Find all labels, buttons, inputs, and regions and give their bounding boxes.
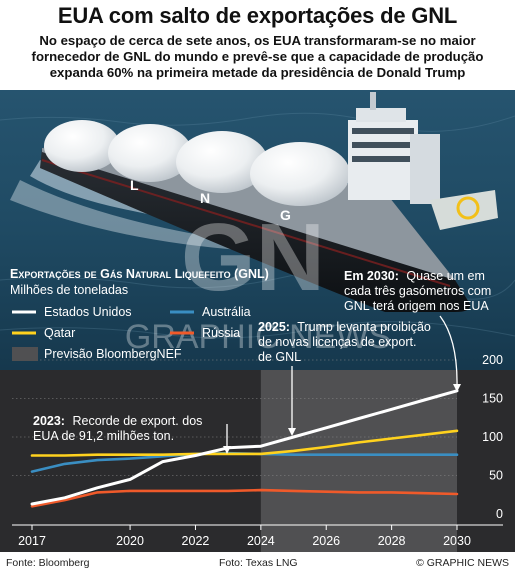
source-note: Fonte: Bloomberg [6, 557, 90, 569]
annotation-2030-line-1: Quase um em [406, 269, 485, 283]
legend-label-forecast: Previsão BloombergNEF [44, 347, 182, 361]
svg-text:Em 2030: Quase um em: Em 2030: Quase um em [344, 269, 485, 283]
legend-label-qatar: Qatar [44, 326, 75, 340]
legend: Estados Unidos Austrália Qatar Rússia Pr… [12, 305, 251, 361]
watermark-logo: GN [181, 204, 325, 311]
y-tick-label-0: 0 [496, 507, 503, 521]
annotation-2025: 2025: Trump levanta proibição de novas l… [258, 320, 431, 436]
x-tick-label-2028: 2028 [378, 534, 406, 548]
annotation-2023: 2023: Recorde de export. dos EUA de 91,2… [33, 414, 231, 454]
series-line-qatar [30, 429, 459, 457]
x-tick-label-2030: 2030 [443, 534, 471, 548]
legend-label-australia: Austrália [202, 305, 251, 319]
annotation-2030-leader [439, 315, 458, 389]
annotation-2025-arrowhead [288, 428, 296, 436]
svg-text:2023: Recorde de expor: 2023: Recorde de export. dos [33, 414, 202, 428]
copyright: © GRAPHIC NEWS [416, 557, 509, 569]
legend-item-qatar: Qatar [12, 326, 75, 340]
chart-units: Milhões de toneladas [10, 283, 128, 297]
x-tick-label-2017: 2017 [18, 534, 46, 548]
page-subtitle: No espaço de cerca de sete anos, os EUA … [31, 33, 484, 80]
watermark-text: GRAPHIC NEWS [125, 318, 391, 356]
legend-item-russia: Rússia [170, 326, 240, 340]
annotation-2030: Em 2030: Quase um em cada três gasómetro… [344, 269, 491, 392]
y-tick-label-100: 100 [482, 430, 503, 444]
x-tick-label-2022: 2022 [182, 534, 210, 548]
annotation-2025-year: 2025: [258, 320, 290, 334]
series-line-russia [30, 488, 459, 508]
annotation-2025-line-3: de GNL [258, 350, 301, 364]
x-tick-label-2024: 2024 [247, 534, 275, 548]
x-tick-label-2026: 2026 [312, 534, 340, 548]
photo-credit: Foto: Texas LNG [219, 557, 298, 569]
ship-letter-n: N [200, 190, 210, 206]
annotation-2030-line-2: cada três gasómetros com [344, 284, 491, 298]
page-title: EUA com salto de exportações de GNL [57, 3, 458, 28]
y-tick-label-50: 50 [489, 469, 503, 483]
legend-item-us: Estados Unidos [12, 305, 132, 319]
y-tick-label-200: 200 [482, 353, 503, 367]
annotation-2025-line-2: de novas licenças de export. [258, 335, 416, 349]
legend-item-australia: Austrália [170, 305, 251, 319]
y-tick-label-150: 150 [482, 392, 503, 406]
annotation-2030-year: Em 2030: [344, 269, 399, 283]
annotation-2023-arrowhead [223, 446, 231, 454]
annotation-2023-line-1: Recorde de export. dos [72, 414, 202, 428]
lng-ship-photo: L N G [0, 90, 515, 370]
series-line-estados-unidos [30, 389, 459, 506]
ship-letter-l: L [130, 177, 139, 193]
ship-letter-g: G [280, 207, 291, 223]
legend-item-forecast: Previsão BloombergNEF [12, 347, 182, 361]
annotation-2030-line-3: GNL terá origem nos EUA [344, 299, 489, 313]
annotation-2023-line-2: EUA de 91,2 milhões ton. [33, 429, 174, 443]
legend-label-russia: Rússia [202, 326, 240, 340]
legend-label-us: Estados Unidos [44, 305, 132, 319]
annotation-2023-year: 2023: [33, 414, 65, 428]
annotation-2030-arrowhead [453, 384, 461, 392]
x-tick-label-2020: 2020 [116, 534, 144, 548]
chart-title: Exportações de Gás Natural Liquefeito (G… [10, 267, 269, 281]
svg-text:2025: Trump levanta pr: 2025: Trump levanta proibição [258, 320, 431, 334]
annotation-2025-line-1: Trump levanta proibição [297, 320, 431, 334]
